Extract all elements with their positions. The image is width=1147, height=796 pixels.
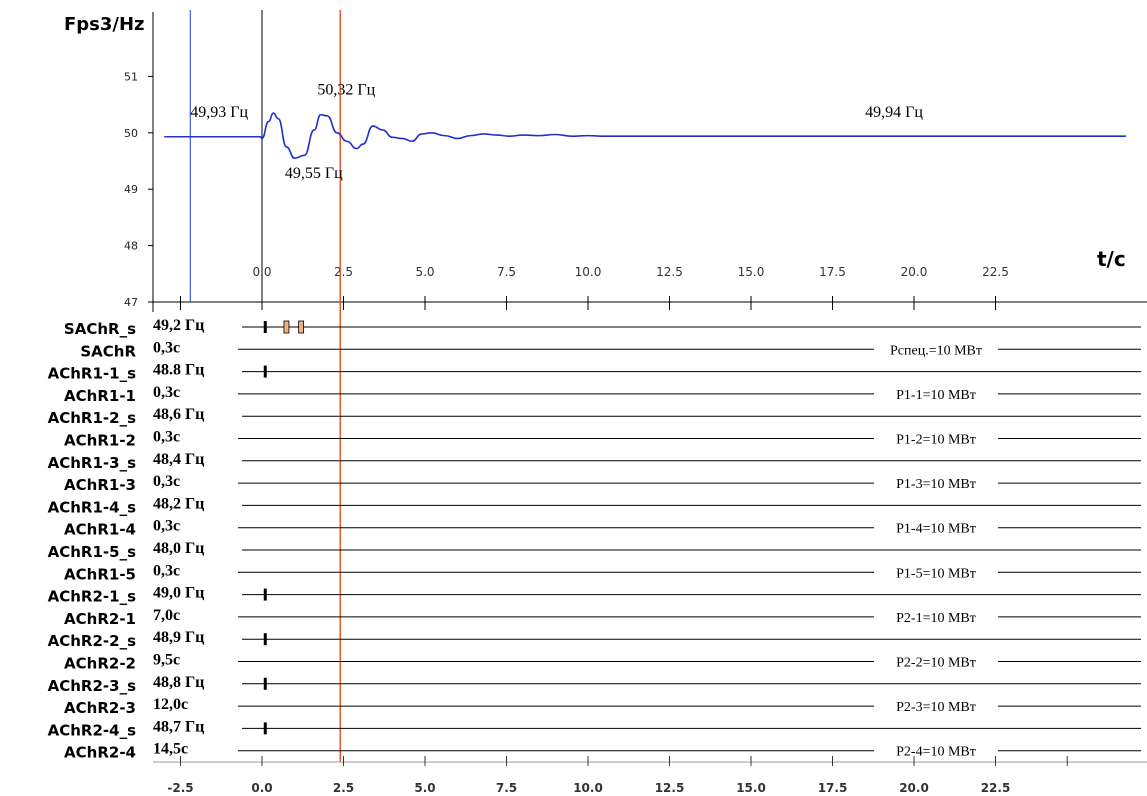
relay-row-load: Рспец.=10 МВт bbox=[890, 343, 982, 358]
relay-row-name: AChR1-4 bbox=[64, 521, 136, 539]
relay-row-name: AChR2-4 bbox=[64, 744, 136, 762]
relay-row-load: Р2-2=10 МВт bbox=[896, 656, 976, 671]
relay-trigger-mark bbox=[263, 722, 267, 735]
relay-row-name: AChR1-1_s bbox=[48, 365, 136, 383]
relay-trigger-mark bbox=[263, 365, 267, 378]
relay-row-value: 0,3с bbox=[153, 429, 180, 446]
x-tick-label-upper: 17.5 bbox=[819, 265, 846, 279]
x-tick-label-upper: 5.0 bbox=[415, 265, 434, 279]
lower-x-tick-label: 17.5 bbox=[818, 781, 848, 795]
relay-row-name: AChR1-3 bbox=[64, 476, 136, 494]
relay-row-name: AChR1-3_s bbox=[48, 454, 136, 472]
relay-row-name: AChR2-3_s bbox=[48, 677, 136, 695]
x-tick-label-upper: 12.5 bbox=[656, 265, 683, 279]
relay-row-load: Р2-3=10 МВт bbox=[896, 700, 976, 715]
relay-row-name: AChR2-2 bbox=[64, 655, 136, 673]
relay-row-value: 0,3с bbox=[153, 562, 180, 579]
relay-trigger-mark bbox=[263, 633, 267, 646]
y-axis-title: Fps3/Hz bbox=[64, 14, 145, 35]
relay-row-value: 48,4 Гц bbox=[153, 451, 204, 468]
relay-row-value: 49,0 Гц bbox=[153, 585, 204, 602]
relay-row-name: AChR1-2_s bbox=[48, 409, 136, 427]
relay-row-load: Р1-1=10 МВт bbox=[896, 388, 976, 403]
y-tick-label: 49 bbox=[124, 183, 138, 196]
relay-row-value: 48,9 Гц bbox=[153, 629, 204, 646]
relay-row-value: 48.8 Гц bbox=[153, 362, 204, 379]
x-tick-label-upper: 20.0 bbox=[901, 265, 928, 279]
relay-row-value: 48,6 Гц bbox=[153, 406, 204, 423]
lower-x-tick-label: 10.0 bbox=[573, 781, 603, 795]
relay-row-name: AChR1-1 bbox=[64, 387, 136, 405]
value-annotation: 49,93 Гц bbox=[190, 104, 248, 121]
relay-row-name: AChR2-3 bbox=[64, 699, 136, 717]
relay-trigger-mark bbox=[263, 677, 267, 690]
value-annotation: 50,32 Гц bbox=[317, 81, 375, 98]
relay-row-value: 0,3с bbox=[153, 384, 180, 401]
relay-row-name: AChR2-1_s bbox=[48, 588, 136, 606]
x-axis-title: t/c bbox=[1097, 247, 1126, 271]
relay-row-name: AChR1-5_s bbox=[48, 543, 136, 561]
relay-row-value: 0,3с bbox=[153, 518, 180, 535]
lower-x-tick-label: 0.0 bbox=[251, 781, 272, 795]
y-tick-label: 51 bbox=[124, 70, 138, 83]
relay-row-name: AChR2-4_s bbox=[48, 721, 136, 739]
value-annotation: 49,55 Гц bbox=[285, 165, 343, 182]
relay-row-value: 0,3с bbox=[153, 473, 180, 490]
x-tick-label-upper: 7.5 bbox=[497, 265, 516, 279]
x-tick-label-upper: 10.0 bbox=[575, 265, 602, 279]
x-tick-label-upper: 2.5 bbox=[334, 265, 353, 279]
relay-row-load: Р1-4=10 МВт bbox=[896, 522, 976, 537]
relay-row-value: 7,0с bbox=[153, 607, 180, 624]
relay-row-value: 12,0с bbox=[153, 696, 188, 713]
relay-row-value: 48,8 Гц bbox=[153, 674, 204, 691]
relay-row-name: AChR1-5 bbox=[64, 565, 136, 583]
relay-row-load: Р2-4=10 МВт bbox=[896, 745, 976, 760]
relay-row-name: AChR1-4_s bbox=[48, 498, 136, 516]
y-tick-label: 47 bbox=[124, 296, 138, 309]
relay-row-name: SAChR_s bbox=[64, 320, 136, 338]
relay-row-name: AChR1-2 bbox=[64, 432, 136, 450]
relay-row-name: AChR2-1 bbox=[64, 610, 136, 628]
lower-x-tick-label: 2.5 bbox=[333, 781, 354, 795]
relay-row-load: Р2-1=10 МВт bbox=[896, 611, 976, 626]
relay-trigger-mark bbox=[263, 588, 267, 601]
relay-row-name: AChR2-2_s bbox=[48, 632, 136, 650]
relay-row-value: 14,5с bbox=[153, 741, 188, 758]
relay-trigger-mark bbox=[263, 321, 267, 333]
relay-row-value: 0,3с bbox=[153, 339, 180, 356]
relay-operation-box bbox=[283, 320, 290, 334]
relay-row-value: 49,2 Гц bbox=[153, 317, 204, 334]
y-tick-label: 48 bbox=[124, 240, 138, 253]
x-tick-label-upper: 15.0 bbox=[738, 265, 765, 279]
lower-x-tick-label: 22.5 bbox=[981, 781, 1011, 795]
relay-row-name: SAChR bbox=[80, 342, 136, 360]
lower-x-tick-label: -2.5 bbox=[167, 781, 193, 795]
lower-x-tick-label: 20.0 bbox=[899, 781, 929, 795]
x-tick-label-upper: 22.5 bbox=[982, 265, 1009, 279]
value-annotation: 49,94 Гц bbox=[865, 104, 923, 121]
lower-x-tick-label: 7.5 bbox=[496, 781, 517, 795]
relay-row-load: Р1-3=10 МВт bbox=[896, 477, 976, 492]
lower-x-tick-label: 5.0 bbox=[414, 781, 435, 795]
lower-x-tick-label: 12.5 bbox=[655, 781, 685, 795]
lower-x-tick-label: 15.0 bbox=[736, 781, 766, 795]
series-line-0 bbox=[164, 112, 1126, 159]
relay-row-value: 9,5с bbox=[153, 652, 180, 669]
relay-row-value: 48,7 Гц bbox=[153, 718, 204, 735]
relay-operation-box bbox=[298, 320, 305, 334]
relay-row-value: 48,0 Гц bbox=[153, 540, 204, 557]
relay-row-value: 48,2 Гц bbox=[153, 495, 204, 512]
relay-row-load: Р1-5=10 МВт bbox=[896, 566, 976, 581]
y-tick-label: 50 bbox=[124, 127, 138, 140]
relay-row-load: Р1-2=10 МВт bbox=[896, 433, 976, 448]
